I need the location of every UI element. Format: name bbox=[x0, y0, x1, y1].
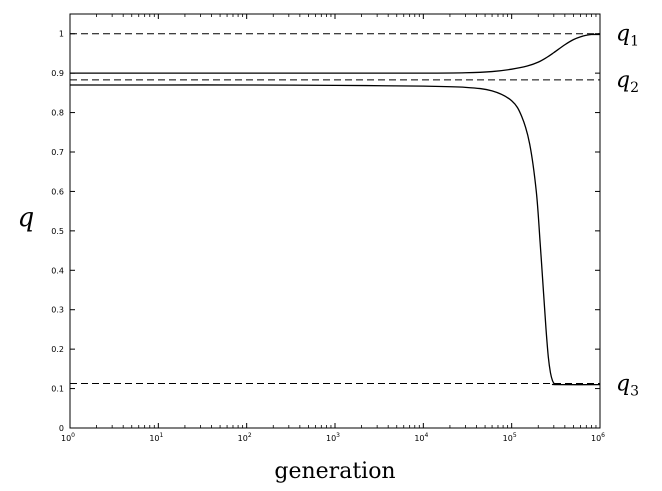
x-tick-label: 100 bbox=[61, 432, 75, 443]
x-tick-label: 103 bbox=[326, 432, 340, 443]
reference-labels: q1 q2 q3 bbox=[616, 22, 639, 400]
x-tick-label: 104 bbox=[414, 432, 428, 443]
reference-label: q2 bbox=[616, 68, 639, 96]
y-axis-label: q bbox=[18, 203, 35, 233]
y-tick-label: 1 bbox=[59, 30, 64, 39]
x-axis-label: generation bbox=[274, 459, 395, 484]
x-tick-label: 101 bbox=[149, 432, 163, 443]
y-tick-label: 0.9 bbox=[51, 69, 64, 78]
x-minor-ticks bbox=[96, 14, 597, 428]
x-tick-label: 102 bbox=[238, 432, 252, 443]
y-tick-label: 0.2 bbox=[51, 345, 64, 354]
series-lines bbox=[70, 33, 601, 386]
reference-lines bbox=[70, 33, 600, 384]
x-axis-ticks: 100 101 102 103 104 105 106 bbox=[61, 14, 605, 443]
series-line bbox=[70, 33, 601, 74]
series-line bbox=[70, 84, 601, 386]
y-tick-label: 0.6 bbox=[51, 187, 64, 196]
x-tick-label: 105 bbox=[503, 432, 517, 443]
y-tick-label: 0.3 bbox=[51, 306, 64, 315]
plot-frame bbox=[69, 13, 601, 429]
reference-label: q3 bbox=[616, 371, 639, 399]
y-tick-label: 0.4 bbox=[51, 266, 64, 275]
y-tick-label: 0.5 bbox=[51, 227, 64, 236]
y-tick-label: 0 bbox=[59, 424, 64, 433]
reference-label: q1 bbox=[616, 22, 639, 50]
y-tick-label: 0.8 bbox=[51, 109, 64, 118]
x-tick-label: 106 bbox=[591, 432, 605, 443]
y-axis-ticks: 0 0.1 0.2 0.3 0.4 0.5 0.6 0.7 0.8 0.9 1 bbox=[51, 30, 600, 433]
y-tick-label: 0.1 bbox=[51, 385, 64, 394]
y-tick-label: 0.7 bbox=[51, 148, 64, 157]
